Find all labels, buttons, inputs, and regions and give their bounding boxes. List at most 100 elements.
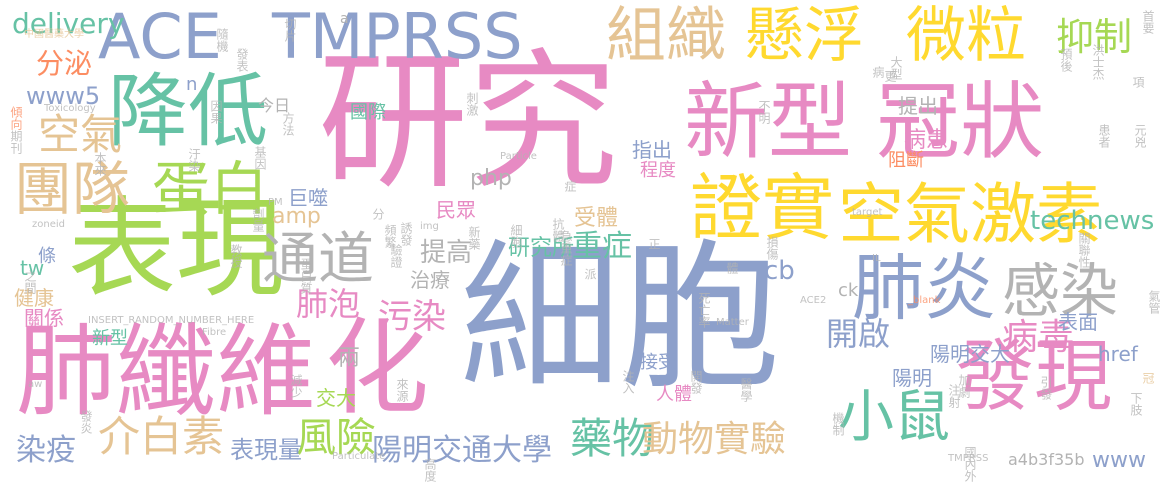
cloud-word: 空氣 xyxy=(38,110,123,159)
cloud-word: 大型 xyxy=(889,56,903,80)
cloud-word: 抑制 xyxy=(1056,15,1133,59)
cloud-word: 蛋白 xyxy=(152,155,269,223)
cloud-word: cb xyxy=(764,256,795,286)
cloud-word: 巨噬 xyxy=(288,186,328,210)
cloud-word: 誘發 xyxy=(399,222,413,246)
cloud-word: Particulate xyxy=(332,451,386,462)
cloud-word: 項 xyxy=(1131,76,1145,88)
cloud-word: href xyxy=(1098,342,1138,366)
cloud-word: 患者 xyxy=(1097,124,1111,148)
cloud-word: 注射 xyxy=(947,384,961,408)
cloud-word: 洪士杰 xyxy=(1091,44,1105,80)
cloud-word: 微粒 xyxy=(906,1,1026,71)
cloud-word: 降低 xyxy=(108,65,268,158)
cloud-word: 派 xyxy=(583,268,597,280)
cloud-word: 注入 xyxy=(621,370,635,394)
cloud-word: a xyxy=(340,11,349,27)
cloud-word: 本來 xyxy=(93,152,107,176)
cloud-word: 表現量 xyxy=(230,436,302,464)
cloud-word: 抗體 xyxy=(551,218,565,242)
cloud-word: 之間 xyxy=(23,270,37,294)
cloud-word: 汙染 xyxy=(187,148,201,172)
cloud-word: 病 xyxy=(871,66,885,78)
cloud-word: 發表 xyxy=(235,48,249,72)
cloud-word: 兩 xyxy=(338,346,361,371)
cloud-word: 交大 xyxy=(316,386,356,410)
cloud-word: 陽明 xyxy=(892,366,932,390)
cloud-word: n xyxy=(186,74,198,95)
cloud-word: 病患 xyxy=(904,128,949,153)
cloud-word: 死亡率 xyxy=(697,292,711,328)
cloud-word: 因果 xyxy=(209,100,223,124)
cloud-word: 減少 xyxy=(289,374,303,398)
cloud-word: 研究 xyxy=(318,36,619,210)
cloud-word: 劑量 xyxy=(251,208,265,232)
cloud-word: 不明 xyxy=(757,100,771,124)
cloud-word: 肺纖維 xyxy=(16,313,316,430)
cloud-word: 分泌 xyxy=(36,47,93,80)
cloud-word: 關聯性 xyxy=(1077,232,1091,268)
cloud-word: 關係 xyxy=(24,306,64,330)
cloud-word: 刺激 xyxy=(465,92,479,116)
cloud-word: PM xyxy=(268,197,283,208)
cloud-word: aw xyxy=(28,379,43,390)
cloud-word: 研究所 xyxy=(508,236,575,261)
cloud-word: 通道 xyxy=(262,227,374,292)
cloud-word: 條 xyxy=(38,246,56,267)
cloud-word: TMPRSS xyxy=(272,0,523,73)
cloud-word: 方法 xyxy=(281,112,295,136)
cloud-word: 隨機 xyxy=(215,28,229,52)
cloud-word: _blank xyxy=(908,295,941,306)
cloud-word: 中國醫藥大學 xyxy=(24,29,84,40)
cloud-word: 受體 xyxy=(574,206,619,231)
cloud-word: technews xyxy=(1030,206,1155,236)
cloud-word: 分 xyxy=(371,208,385,220)
cloud-word: www5 xyxy=(26,82,101,110)
cloud-word: 體 xyxy=(725,262,739,274)
cloud-word: 基因 xyxy=(253,146,267,170)
cloud-word: 阻斷 xyxy=(888,150,924,171)
cloud-word: 細胞 xyxy=(509,224,523,248)
cloud-word: Matter xyxy=(716,317,749,328)
cloud-word: 風險 xyxy=(296,415,376,461)
cloud-word: 急重症 xyxy=(559,230,573,266)
cloud-word: 正 xyxy=(647,238,661,250)
cloud-word: 切片 xyxy=(283,18,297,42)
cloud-word: 肺泡 xyxy=(296,285,361,323)
cloud-word: 染疫 xyxy=(16,433,76,468)
cloud-word: 傾向 xyxy=(9,106,23,130)
cloud-word: 組織 xyxy=(606,1,726,71)
cloud-word: 新藥 xyxy=(467,226,481,250)
cloud-word: INSERT_RANDOM_NUMBER_HERE xyxy=(88,315,255,326)
cloud-word: 民眾 xyxy=(436,198,476,222)
cloud-word: a4b3f35b xyxy=(1008,450,1085,469)
cloud-word: target xyxy=(852,207,883,218)
cloud-word: 程度 xyxy=(640,160,676,181)
cloud-word: 頻繁 xyxy=(383,224,397,248)
cloud-word: tw xyxy=(20,256,45,280)
cloud-word: TMPRSS xyxy=(948,453,989,464)
cloud-word: 重症 xyxy=(572,229,632,264)
cloud-word: www xyxy=(1092,448,1146,473)
cloud-word: 小鼠 xyxy=(838,385,950,450)
cloud-word: 醫學 xyxy=(739,378,753,402)
cloud-word: 蛋白質 xyxy=(299,258,313,294)
cloud-word: 下肢 xyxy=(1129,392,1143,416)
cloud-word: 提出 xyxy=(898,94,938,118)
cloud-word: 國際 xyxy=(350,102,386,123)
cloud-word: 動物 xyxy=(642,419,715,460)
cloud-word: 來源 xyxy=(395,378,409,402)
cloud-word: 新型 xyxy=(92,328,128,349)
cloud-word: 期刊 xyxy=(9,130,23,154)
cloud-word: amp xyxy=(272,204,321,229)
cloud-word: ACE xyxy=(98,0,222,73)
cloud-word: delivery xyxy=(12,7,125,40)
cloud-word: php xyxy=(470,166,512,191)
cloud-word: IL xyxy=(872,253,881,264)
cloud-word: 新型 xyxy=(684,73,853,171)
cloud-word: 肺炎 xyxy=(852,246,997,330)
cloud-word: Toxicology xyxy=(44,103,96,114)
cloud-word: 損傷 xyxy=(765,236,779,260)
cloud-word: 開啟 xyxy=(826,315,891,353)
